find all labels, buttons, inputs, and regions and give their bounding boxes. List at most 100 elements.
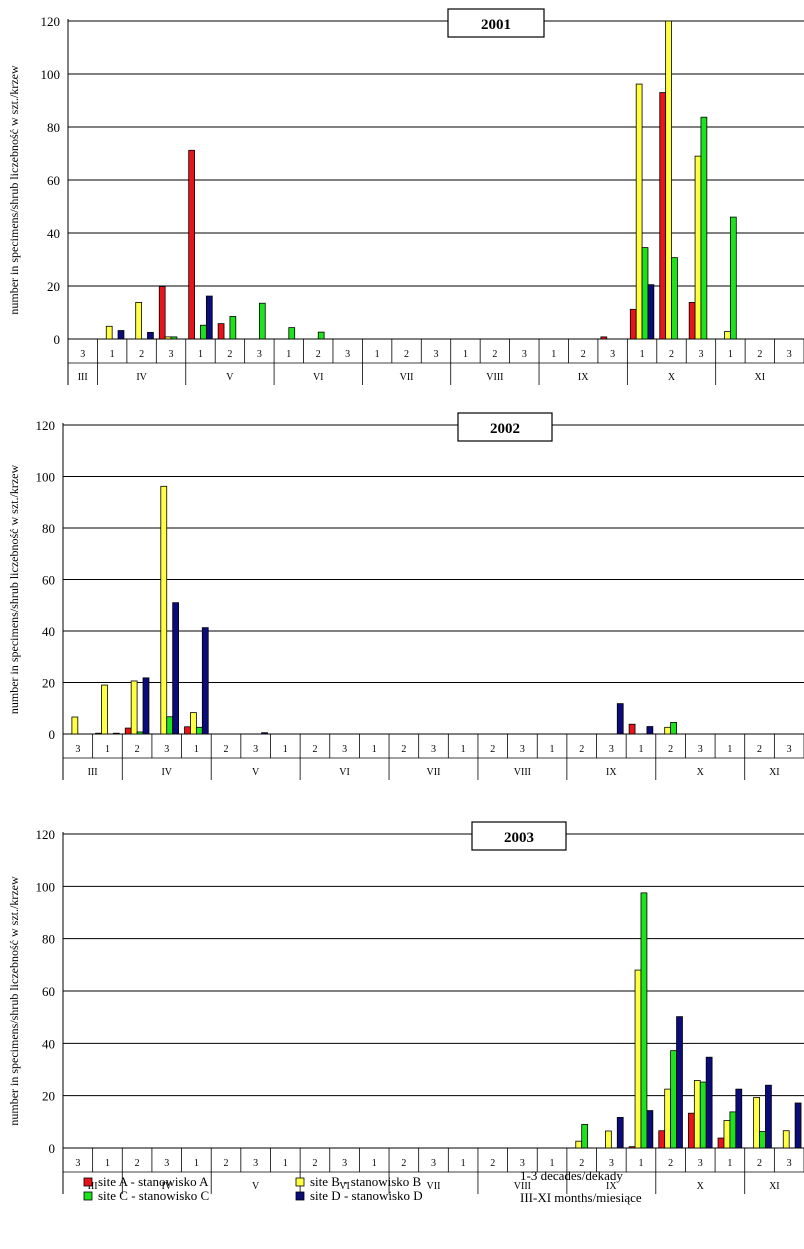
month-label: VII [400, 372, 414, 383]
month-label: X [697, 1181, 705, 1192]
x-tick-label: 3 [609, 1158, 614, 1169]
bar [647, 284, 655, 340]
bar [765, 1084, 772, 1149]
legend-swatch [83, 1191, 93, 1201]
bar [95, 732, 102, 735]
x-tick-label: 3 [164, 744, 169, 755]
x-tick-label: 3 [698, 744, 703, 755]
legend-swatch [83, 1177, 93, 1187]
bar [205, 295, 213, 340]
bar [658, 1130, 666, 1149]
bar [659, 92, 667, 340]
bar [694, 155, 702, 340]
bar [71, 716, 79, 735]
bar [190, 712, 197, 735]
month-label: IV [161, 1181, 172, 1192]
bar [628, 723, 636, 735]
bar [142, 677, 150, 735]
chart-panel-2002: 0 20 40 60 80 100 120 3 1 2 3 1 2 3 1 2 3 1 2 3 1 2 3 1 2 3 1 2 3 1 2 3… [7, 412, 804, 780]
x-tick-label: 3 [610, 349, 615, 360]
x-tick-label: 3 [345, 349, 350, 360]
x-tick-label: 2 [579, 744, 584, 755]
month-label: VI [339, 1181, 350, 1192]
month-label: IX [578, 372, 589, 383]
chart-title: 2001 [481, 17, 511, 33]
legend-group: site A - stanowisko A site B - stanowisko… [83, 1168, 642, 1205]
x-tick-label: 3 [609, 744, 614, 755]
bar [664, 726, 672, 735]
bar [288, 327, 296, 340]
x-tick-label: 2 [312, 1158, 317, 1169]
month-label: IX [606, 1181, 617, 1192]
x-tick-label: 1 [286, 349, 291, 360]
x-tick-label: 3 [520, 744, 525, 755]
x-tick-label: 2 [312, 744, 317, 755]
month-label: VIII [486, 372, 503, 383]
legend-label: site C - stanowisko C [98, 1188, 209, 1203]
month-label: VI [339, 767, 350, 778]
bar [258, 302, 266, 340]
bar [581, 1124, 589, 1149]
x-tick-label: 2 [224, 1158, 229, 1169]
bar [735, 1088, 743, 1149]
month-label: III [88, 1181, 98, 1192]
month-label: III [88, 767, 98, 778]
bar [634, 969, 642, 1149]
month-label: IX [606, 767, 617, 778]
x-tick-label: 1 [727, 1158, 732, 1169]
bar [670, 722, 677, 735]
month-label: V [252, 767, 260, 778]
x-tick-label: 2 [401, 744, 406, 755]
x-tick-label: 2 [404, 349, 409, 360]
bar [699, 1081, 707, 1149]
month-label: XI [769, 1181, 780, 1192]
bar [136, 731, 144, 735]
x-tick-label: 1 [110, 349, 115, 360]
x-tick-label: 1 [372, 1158, 377, 1169]
bar [188, 149, 195, 340]
bar [794, 1102, 802, 1149]
x-tick-label: 2 [139, 349, 144, 360]
x-tick-label: 3 [80, 349, 85, 360]
bar [688, 1112, 695, 1149]
legend-swatch [295, 1191, 305, 1201]
bar [724, 331, 731, 340]
x-tick-label: 2 [668, 1158, 673, 1169]
bar [166, 716, 174, 735]
bar [782, 1130, 790, 1149]
y-tick-label: 60 [42, 984, 55, 999]
bar [616, 1116, 624, 1149]
x-tick-label: 1 [198, 349, 203, 360]
month-label: IV [161, 767, 172, 778]
bar [640, 892, 648, 1149]
y-tick-label: 0 [49, 727, 56, 742]
x-tick-label: 3 [698, 1158, 703, 1169]
y-tick-label: 20 [42, 676, 55, 691]
bar [700, 116, 708, 340]
month-label: IV [136, 372, 147, 383]
x-tick-label: 2 [135, 1158, 140, 1169]
bar [112, 732, 120, 735]
x-tick-label: 1 [638, 744, 643, 755]
x-tick-label: 1 [283, 1158, 288, 1169]
y-tick-label: 80 [47, 120, 60, 135]
x-tick-label: 3 [698, 349, 703, 360]
x-tick-label: 2 [492, 349, 497, 360]
y-tick-label: 60 [42, 573, 55, 588]
x-tick-label: 3 [787, 349, 792, 360]
bar [753, 1097, 760, 1149]
x-tick-label: 2 [316, 349, 321, 360]
y-tick-label: 60 [47, 173, 60, 188]
bar [117, 330, 125, 340]
y-tick-label: 20 [42, 1089, 55, 1104]
bar [200, 324, 207, 340]
month-label: V [252, 1181, 260, 1192]
bar [124, 727, 132, 735]
x-tick-label: 3 [431, 1158, 436, 1169]
bar [646, 726, 654, 735]
bar [600, 336, 608, 340]
chart-title-box [447, 8, 545, 38]
month-label: XI [769, 767, 780, 778]
bar [195, 726, 203, 735]
bar [635, 83, 643, 340]
